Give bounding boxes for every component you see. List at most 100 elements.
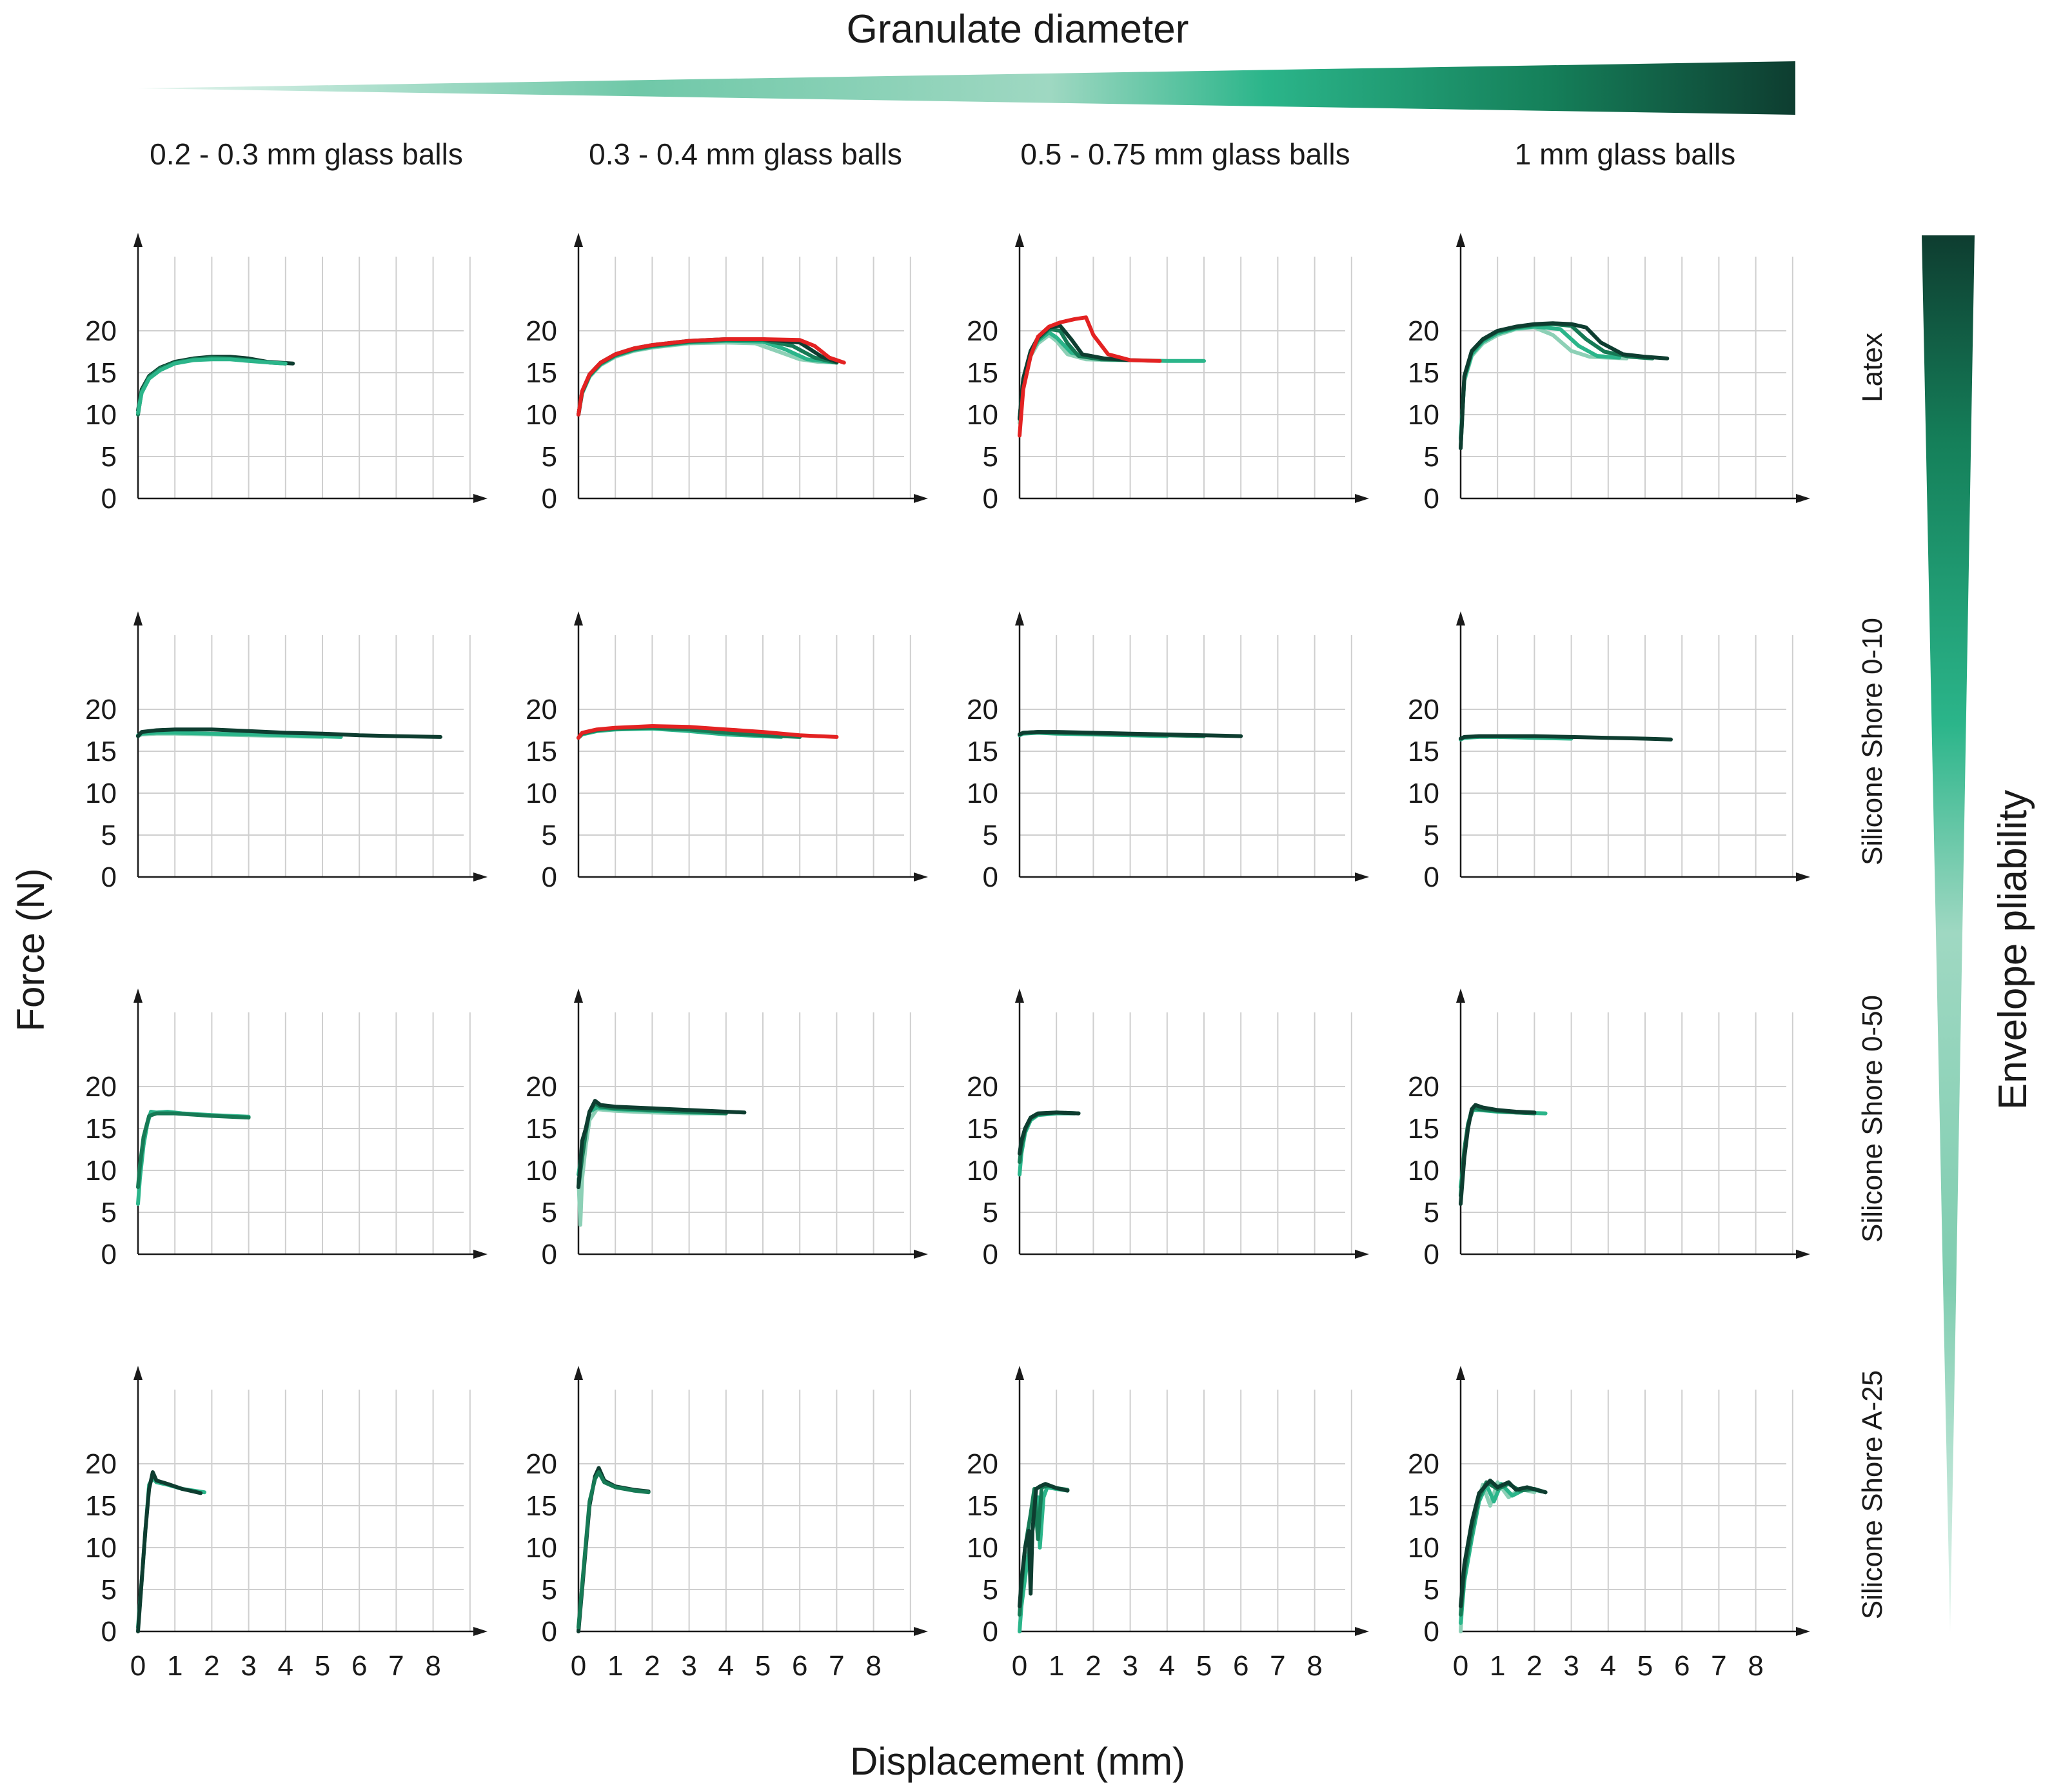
y-tick-label: 0 (101, 862, 117, 893)
data-series-line (1018, 333, 1132, 425)
y-tick-label: 0 (542, 483, 557, 515)
side-title: Envelope pliability (1991, 790, 2035, 1110)
y-tick-label: 0 (983, 862, 998, 893)
row-label-2: Silicone Shore 0-10 (1857, 618, 1888, 865)
y-tick-label: 20 (967, 315, 998, 347)
x-axis-arrow (473, 494, 488, 503)
y-tick-label: 20 (1408, 1071, 1439, 1103)
y-axis-arrow (1015, 233, 1024, 247)
y-axis-arrow (574, 233, 583, 247)
x-axis-arrow (473, 1250, 488, 1259)
y-axis-arrow (133, 1366, 143, 1380)
data-series-line (1459, 322, 1655, 450)
y-tick-label: 20 (85, 694, 117, 725)
data-series-line (1018, 1485, 1070, 1633)
x-axis-arrow (1796, 1250, 1810, 1259)
y-axis-arrow (574, 1366, 583, 1380)
y-tick-label: 5 (101, 1574, 117, 1606)
y-axis-arrow (133, 611, 143, 625)
x-tick-label: 3 (681, 1650, 696, 1682)
y-tick-label: 0 (1424, 483, 1439, 515)
x-tick-label: 4 (718, 1650, 734, 1682)
y-tick-label: 15 (967, 1113, 998, 1145)
x-tick-label: 2 (1085, 1650, 1101, 1682)
y-tick-label: 15 (1408, 736, 1439, 767)
y-tick-label: 20 (526, 315, 557, 347)
data-series-line (1018, 1110, 1081, 1156)
x-axis-arrow (1796, 872, 1810, 881)
y-tick-label: 10 (526, 1155, 557, 1186)
x-tick-label: 6 (351, 1650, 367, 1682)
y-tick-label: 5 (1424, 1574, 1439, 1606)
x-tick-label: 0 (571, 1650, 586, 1682)
x-axis-arrow (1355, 1627, 1369, 1636)
y-tick-label: 15 (85, 357, 117, 389)
y-tick-label: 5 (542, 820, 557, 851)
x-axis-arrow (1796, 1627, 1810, 1636)
x-tick-label: 5 (1196, 1650, 1212, 1682)
x-tick-label: 8 (425, 1650, 440, 1682)
data-series-line (1459, 734, 1673, 742)
panel-r1-c3: 0 5 10 15 20 (967, 233, 1369, 515)
y-tick-label: 0 (1424, 1616, 1439, 1648)
x-axis-arrow (914, 494, 928, 503)
x-tick-label: 2 (204, 1650, 219, 1682)
y-tick-label: 10 (1408, 778, 1439, 809)
y-tick-label: 0 (983, 483, 998, 515)
x-axis-arrow (473, 872, 488, 881)
y-axis-title: Force (N) (9, 868, 52, 1031)
y-tick-label: 20 (967, 1448, 998, 1480)
y-tick-label: 10 (1408, 399, 1439, 431)
y-tick-label: 5 (1424, 1197, 1439, 1228)
y-axis-arrow (1015, 611, 1024, 625)
y-tick-label: 5 (983, 1574, 998, 1606)
y-axis-arrow (574, 989, 583, 1003)
envelope-pliability-wedge (1922, 235, 1975, 1631)
x-tick-label: 5 (1637, 1650, 1653, 1682)
column-header-2: 0.3 - 0.4 mm glass balls (589, 137, 902, 171)
panel-r3-c1: 0 5 10 15 20 (85, 989, 488, 1270)
y-tick-label: 15 (1408, 1490, 1439, 1522)
y-tick-label: 20 (85, 315, 117, 347)
y-tick-label: 15 (526, 1113, 557, 1145)
x-axis-arrow (1355, 872, 1369, 881)
panel-r2-c1: 0 5 10 15 20 (85, 611, 488, 893)
y-tick-label: 20 (1408, 1448, 1439, 1480)
data-series-line (136, 1111, 251, 1189)
x-tick-label: 1 (1049, 1650, 1064, 1682)
y-tick-label: 10 (967, 1532, 998, 1564)
y-axis-arrow (133, 989, 143, 1003)
data-series-line (1459, 1480, 1548, 1617)
y-tick-label: 5 (1424, 441, 1439, 473)
x-axis-arrow (914, 1627, 928, 1636)
y-tick-label: 15 (526, 357, 557, 389)
y-tick-label: 5 (983, 441, 998, 473)
x-tick-label: 8 (1307, 1650, 1322, 1682)
data-series-line (136, 1110, 251, 1206)
y-axis-arrow (1456, 1366, 1465, 1380)
granulate-diameter-wedge (138, 61, 1795, 115)
y-tick-label: 10 (1408, 1532, 1439, 1564)
y-axis-arrow (1456, 989, 1465, 1003)
y-tick-label: 15 (1408, 1113, 1439, 1145)
y-tick-label: 5 (542, 1574, 557, 1606)
x-axis-arrow (473, 1627, 488, 1636)
x-axis-arrow (914, 1250, 928, 1259)
y-tick-label: 15 (85, 1490, 117, 1522)
x-tick-label: 5 (315, 1650, 330, 1682)
y-tick-label: 15 (967, 1490, 998, 1522)
panel-r3-c2: 0 5 10 15 20 (526, 989, 928, 1270)
data-series-line (577, 724, 839, 740)
panel-r2-c3: 0 5 10 15 20 (967, 611, 1369, 893)
x-tick-label: 4 (1159, 1650, 1175, 1682)
data-series-line (1459, 1482, 1544, 1625)
data-series-line (577, 1099, 747, 1189)
x-tick-label: 8 (865, 1650, 881, 1682)
data-series-line (1459, 1479, 1548, 1608)
column-headers: 0.2 - 0.3 mm glass balls 0.3 - 0.4 mm gl… (150, 137, 1735, 171)
panel-r3-c3: 0 5 10 15 20 (967, 989, 1369, 1270)
y-tick-label: 20 (526, 1071, 557, 1103)
y-tick-label: 5 (983, 820, 998, 851)
